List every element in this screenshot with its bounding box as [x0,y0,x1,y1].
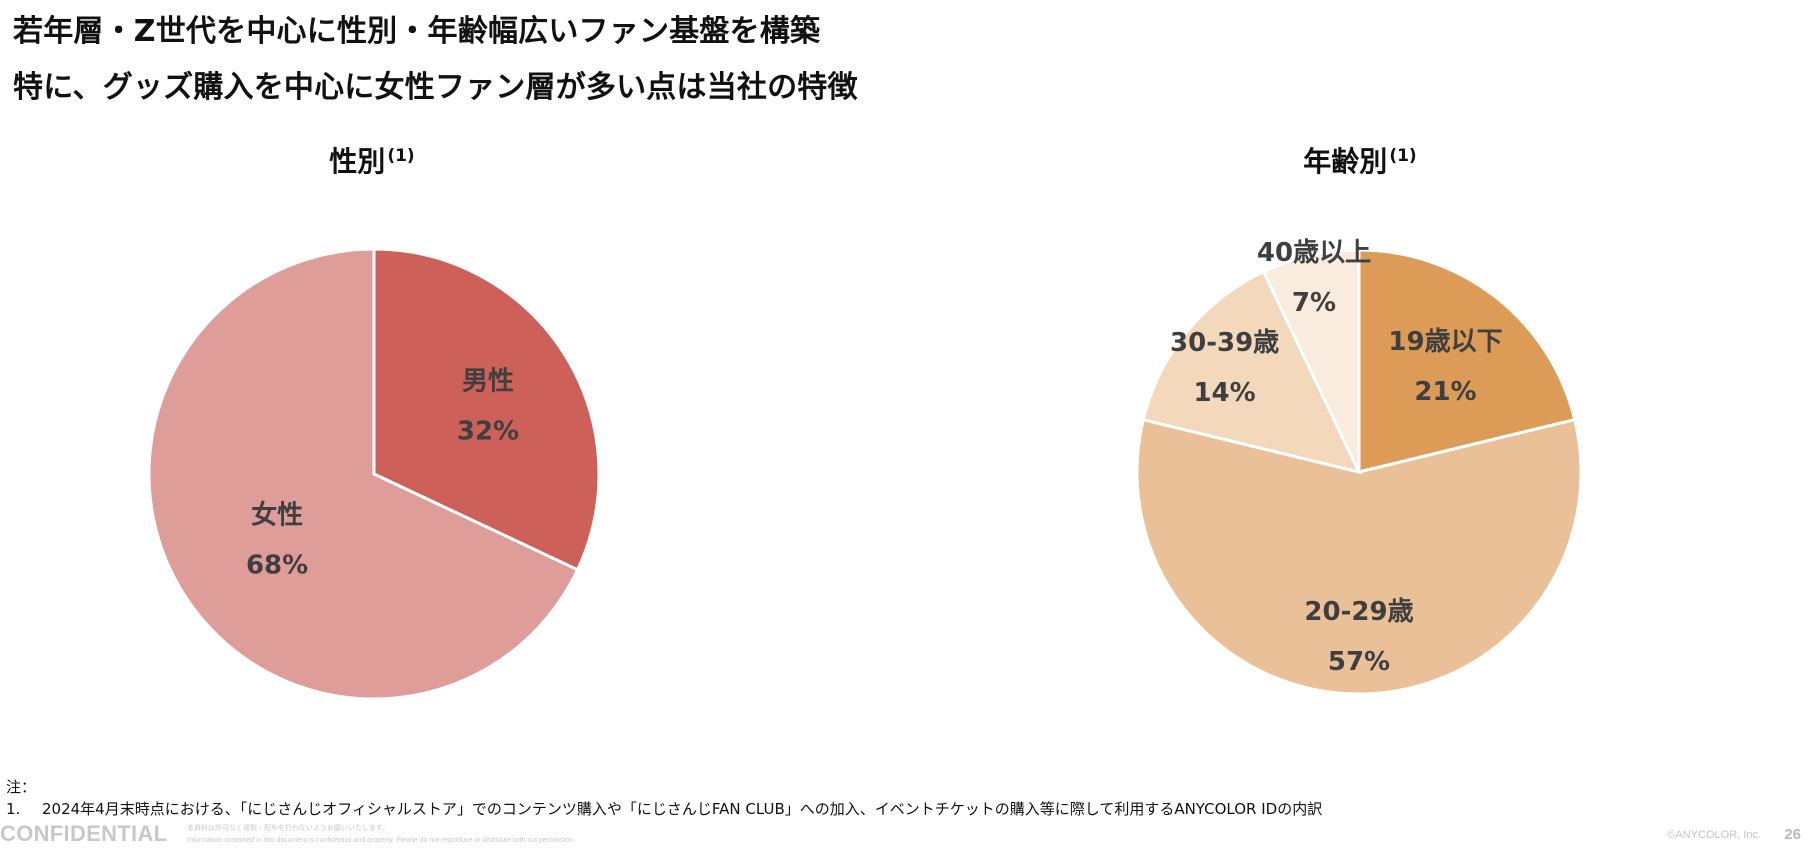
age-slice-value-2: 14% [1193,378,1255,408]
age-chart-title: 年齢別 (1) [1010,140,1710,180]
gender-slice-0 [372,247,601,572]
age-chart-title-text: 年齢別 [1303,145,1388,178]
disclaimer-en: Information contained in this document i… [187,837,575,844]
copyright: ©ANYCOLOR, Inc. [1667,829,1761,841]
age-slice-3 [1261,248,1361,473]
gender-slice-label-0: 男性 [462,367,514,397]
gender-chart-title-text: 性別 [329,145,386,178]
age-slice-label-0: 19歳以下 [1388,327,1502,357]
gender-pie-svg: 男性 32% 女性 68% [147,247,601,701]
page-subtitle: 特に、グッズ購入を中心に女性ファン層が多い点は当社の特徴 [13,70,858,105]
page-number: 26 [1784,826,1801,843]
age-slice-value-0: 21% [1414,377,1476,407]
age-slice-value-3: 7% [1292,288,1336,318]
age-slice-2 [1141,269,1362,475]
page-title: 若年層・Z世代を中心に性別・年齢幅広いファン基盤を構築 [13,14,821,49]
age-chart-title-note: (1) [1389,145,1417,166]
footnote-label: 注： [6,778,37,796]
gender-slice-value-0: 32% [457,417,519,447]
gender-slice-1 [147,247,580,701]
gender-chart-title-note: (1) [387,145,415,166]
age-slice-value-1: 57% [1328,647,1390,677]
gender-pie-chart: 性別 (1) 男性 32% 女性 68% [22,130,722,720]
age-slice-0 [1357,248,1577,474]
age-slice-1 [1135,417,1583,696]
disclaimer-jp: 本資料は許可なく複製・配布を行わないようお願いいたします。 [187,825,390,832]
footnote-item: 1. 2024年4月末時点における、「にじさんじオフィシャルストア」でのコンテンツ… [6,798,1322,820]
footnote-number: 1. [6,800,21,818]
age-slice-label-1: 20-29歳 [1304,597,1413,627]
footnote: 注： 1. 2024年4月末時点における、「にじさんじオフィシャルストア」でのコン… [6,776,1322,820]
gender-chart-title: 性別 (1) [22,140,722,180]
disclaimer: 本資料は許可なく複製・配布を行わないようお願いいたします。 Informatio… [187,823,575,847]
gender-slice-label-1: 女性 [251,500,303,531]
age-pie-chart: 年齢別 (1) 19歳以下 21% 20-29歳 57% 30-39歳 14% 40歳以上 7% [1010,130,1710,720]
age-slice-label-3: 40歳以上 [1257,238,1371,268]
gender-slice-value-1: 68% [246,551,308,581]
confidential-mark: CONFIDENTIAL [0,821,168,846]
age-slice-label-2: 30-39歳 [1170,328,1279,358]
age-pie-svg: 19歳以下 21% 20-29歳 57% 30-39歳 14% 40歳以上 7% [1135,238,1583,696]
footnote-text: 2024年4月末時点における、「にじさんじオフィシャルストア」でのコンテンツ購入… [42,800,1323,818]
